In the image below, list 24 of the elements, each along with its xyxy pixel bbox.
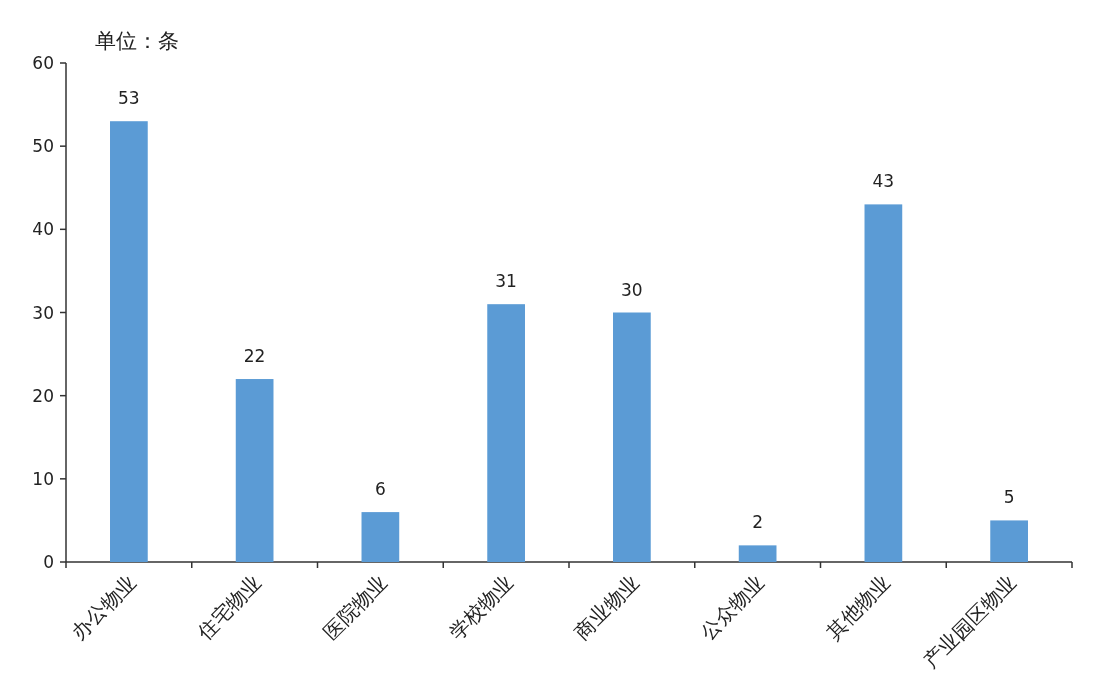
y-tick-label: 30: [32, 302, 54, 323]
y-tick-label: 60: [32, 53, 54, 73]
y-tick-label: 0: [43, 552, 54, 572]
data-label: 30: [621, 279, 643, 300]
x-tick-label: 其他物业: [821, 570, 895, 645]
data-label: 31: [495, 271, 517, 292]
y-axis-title: 单位：条: [95, 29, 179, 53]
x-tick-label: 医院物业: [318, 570, 392, 645]
data-label: 53: [118, 88, 140, 109]
data-label: 2: [752, 512, 764, 533]
y-tick-label: 40: [32, 219, 54, 240]
x-tick-label: 学校物业: [444, 570, 518, 645]
data-label: 6: [374, 479, 386, 500]
y-tick-label: 50: [32, 136, 54, 157]
x-tick-label: 商业物业: [569, 570, 644, 645]
x-tick-label: 产业园区物业: [918, 570, 1021, 673]
y-tick-label: 10: [32, 468, 54, 489]
y-tick-label: 20: [32, 385, 54, 406]
x-tick-label: 办公物业: [66, 570, 141, 645]
x-tick-label: 公众物业: [695, 570, 770, 645]
x-tick-label: 住宅物业: [191, 570, 267, 645]
data-label: 5: [1003, 487, 1015, 508]
data-label: 43: [872, 171, 895, 192]
data-label: 22: [243, 346, 266, 367]
